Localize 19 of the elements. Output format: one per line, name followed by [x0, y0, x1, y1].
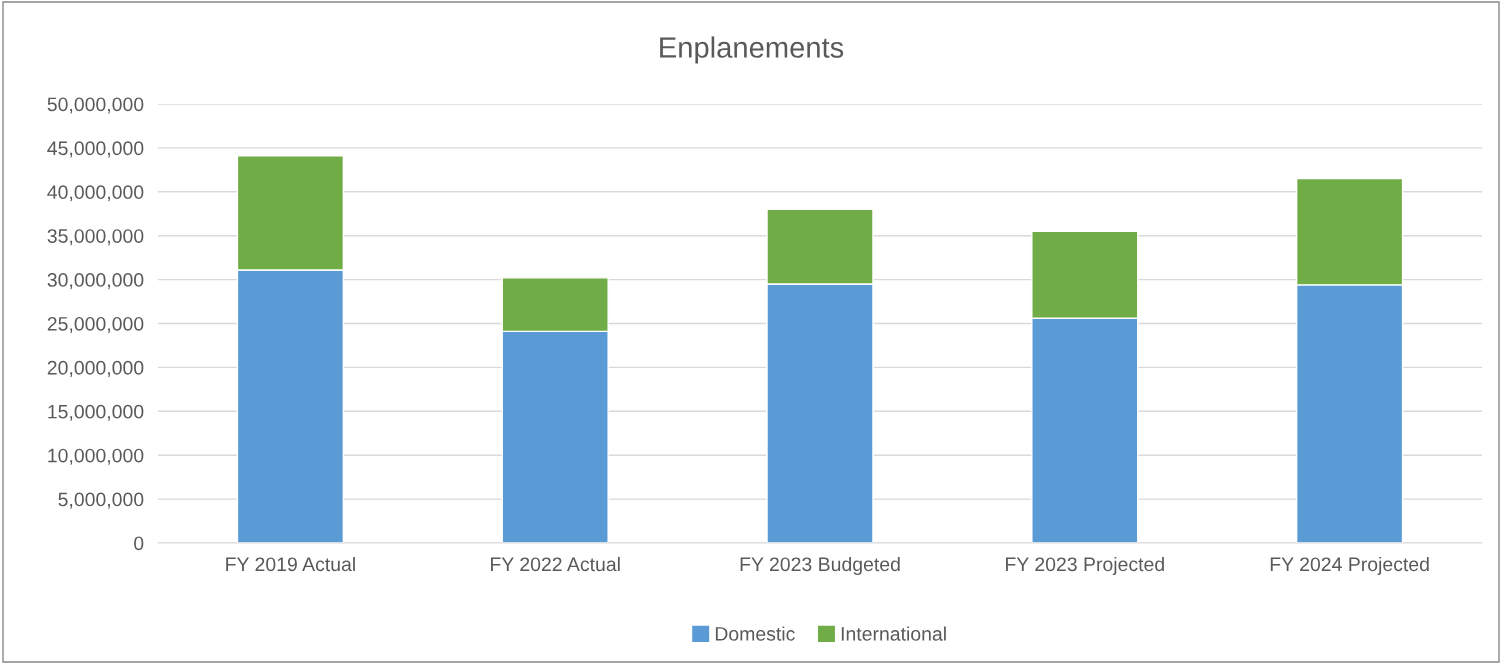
y-tick-label: 50,000,000 [47, 97, 144, 114]
x-tick-label: FY 2019 Actual [226, 556, 355, 572]
x-tick-label: FY 2023 Budgeted [740, 556, 900, 576]
y-tick-label: 40,000,000 [47, 185, 144, 202]
x-tick-label: FY 2022 Actual [491, 556, 620, 572]
legend-label: Domestic [715, 626, 795, 641]
y-tick-label: 45,000,000 [47, 141, 144, 158]
y-tick-label: 35,000,000 [47, 229, 144, 246]
y-tick-label: 10,000,000 [48, 448, 144, 465]
x-tick-label: FY 2024 Projected [1270, 556, 1429, 576]
y-tick-label: 20,000,000 [47, 360, 144, 377]
y-tick-label: 5,000,000 [58, 492, 144, 509]
y-tick-label: 15,000,000 [48, 404, 144, 421]
x-tick-label: FY 2023 Projected [1006, 556, 1164, 576]
chart-title: Enplanements [660, 36, 844, 64]
y-tick-label: 25,000,000 [47, 316, 144, 334]
y-tick-label: 0 [134, 536, 144, 551]
y-tick-label: 30,000,000 [47, 273, 144, 290]
legend-label: International [841, 626, 946, 641]
